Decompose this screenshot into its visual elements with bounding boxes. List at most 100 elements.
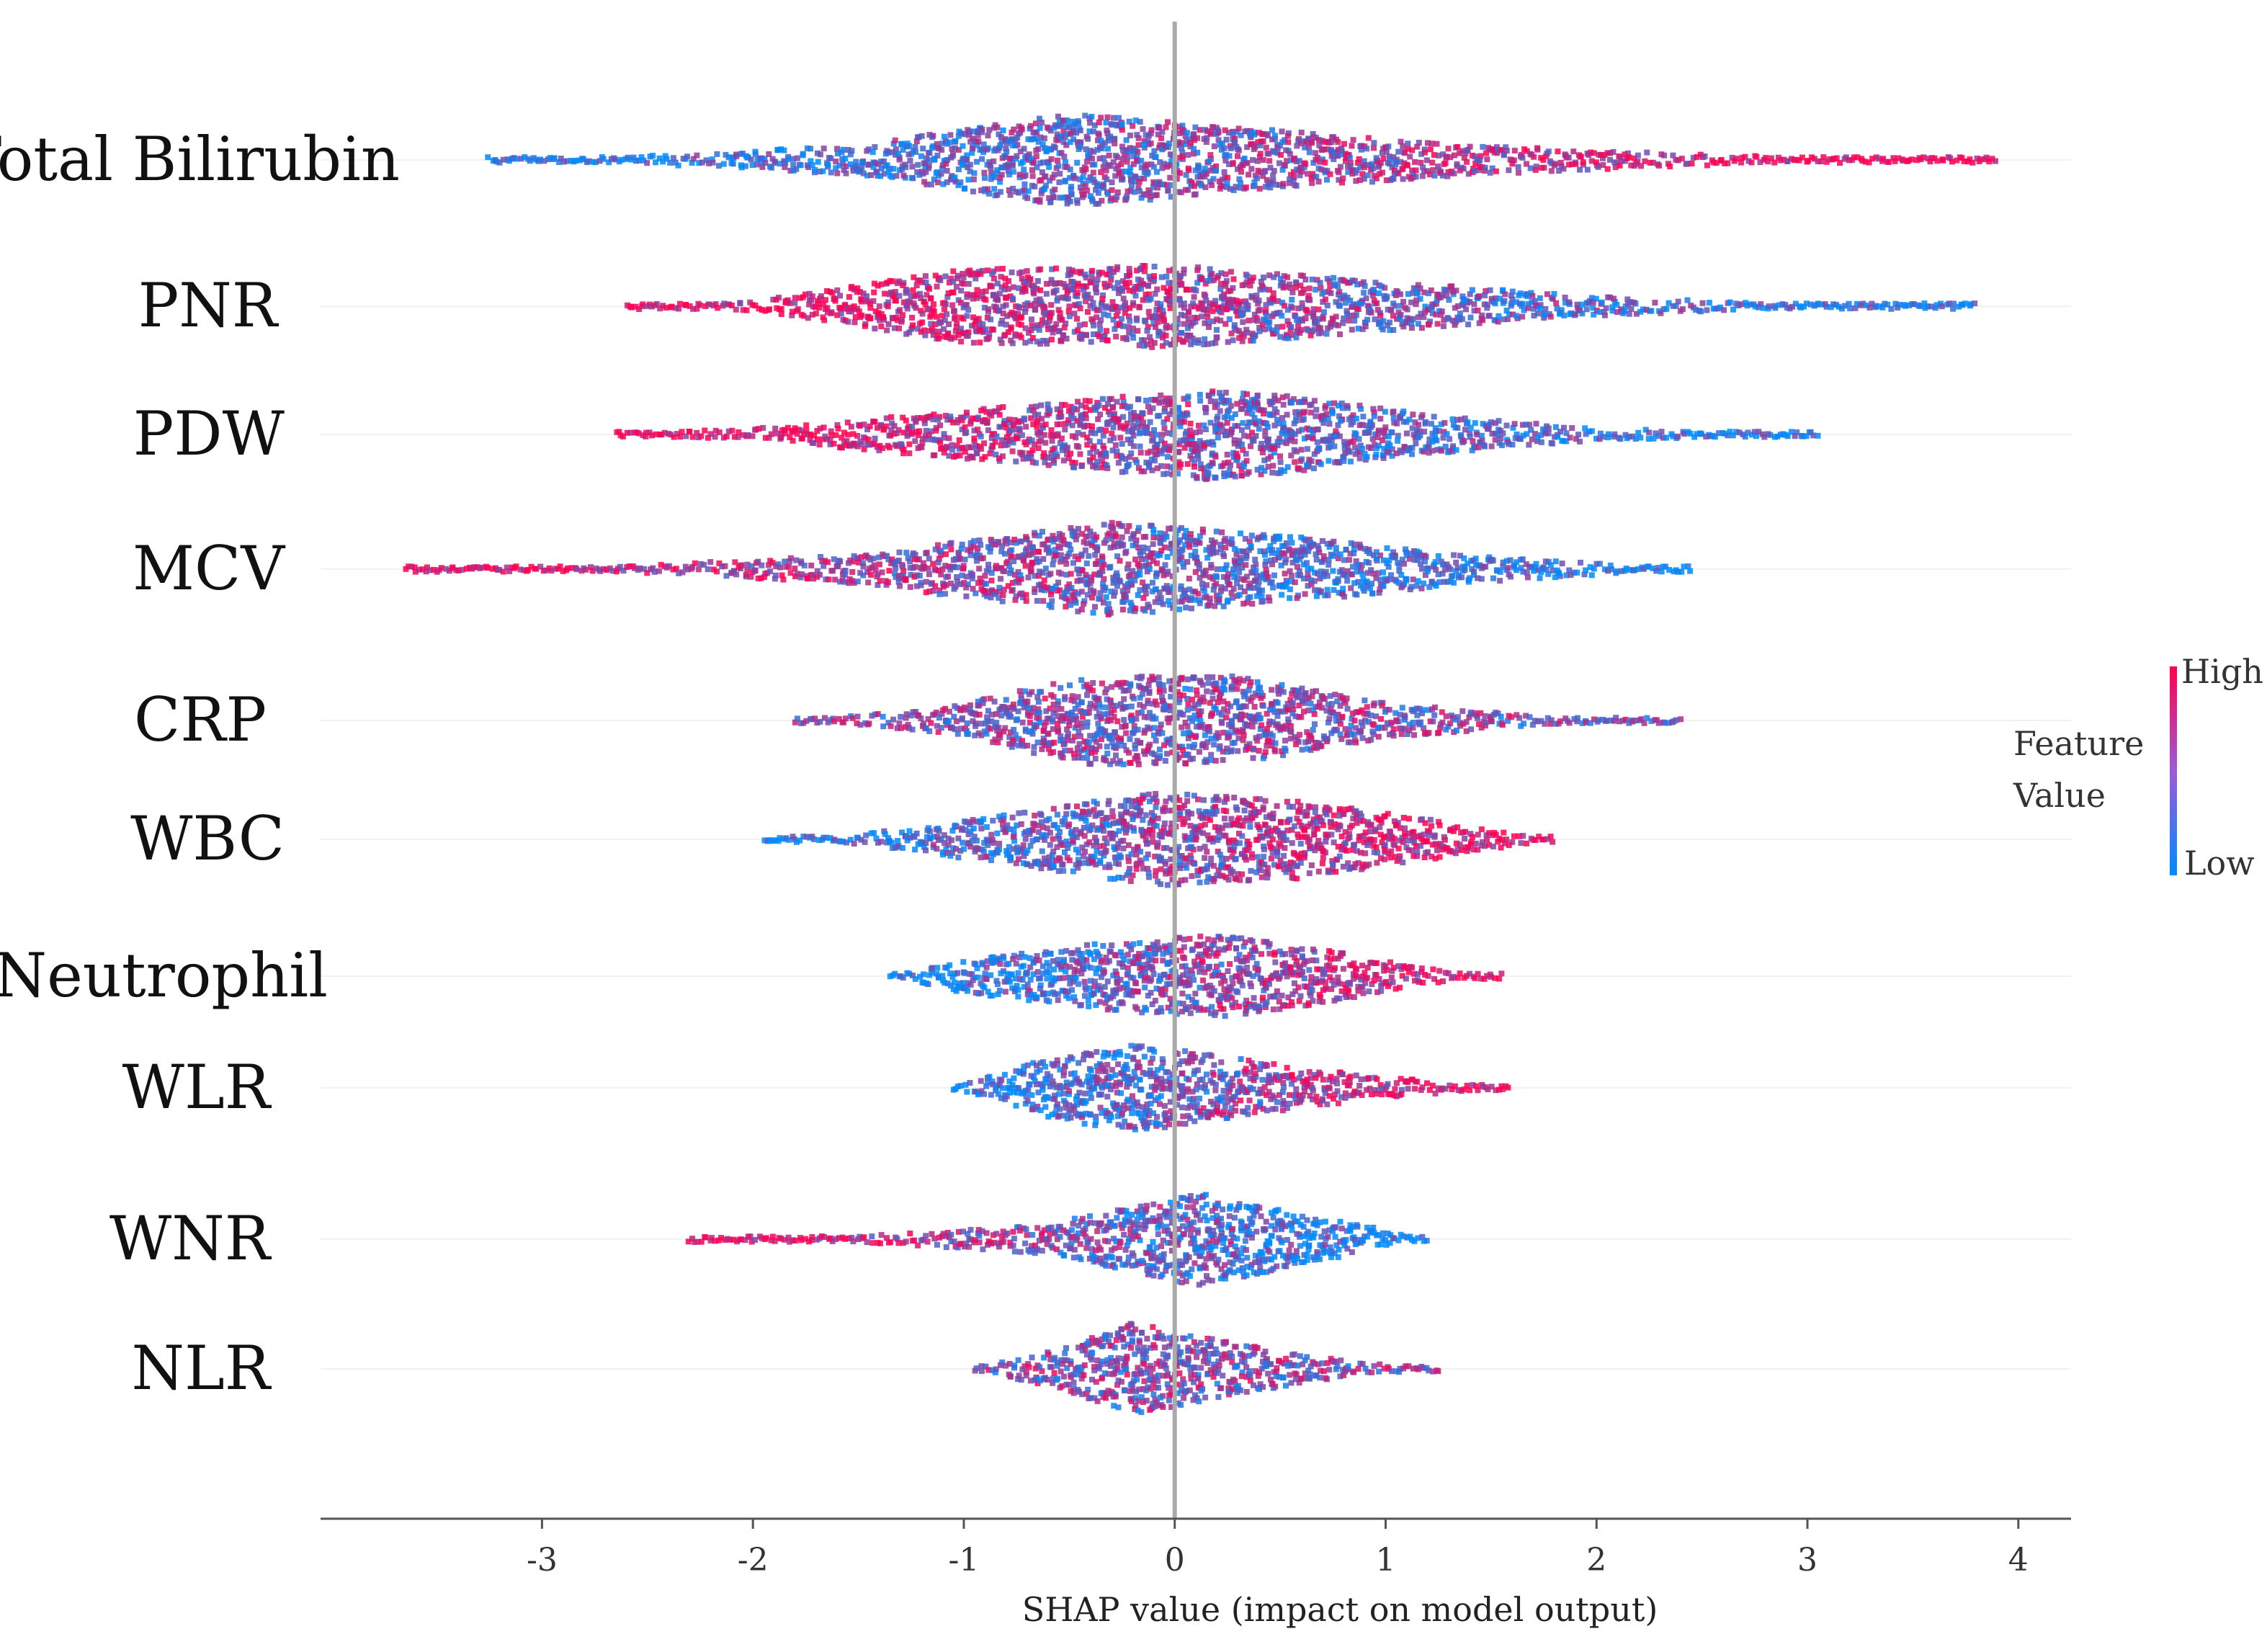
shap-point xyxy=(1028,303,1034,308)
shap-point xyxy=(1596,436,1603,442)
shap-point xyxy=(1742,434,1748,440)
shap-point xyxy=(1310,160,1317,166)
shap-point xyxy=(1191,441,1198,447)
beeswarm-points xyxy=(403,112,1998,1416)
shap-point xyxy=(1098,317,1104,323)
shap-point xyxy=(1371,287,1377,293)
shap-point xyxy=(1196,164,1202,171)
shap-point xyxy=(1181,396,1187,402)
shap-point xyxy=(1493,168,1499,174)
shap-point xyxy=(1277,143,1283,149)
shap-point xyxy=(1614,309,1620,316)
shap-point xyxy=(828,432,835,439)
shap-point xyxy=(1087,458,1094,465)
shap-point xyxy=(668,432,674,438)
shap-point xyxy=(957,300,964,306)
shap-point xyxy=(1218,270,1225,277)
shap-point xyxy=(1086,398,1093,404)
shap-point xyxy=(679,569,686,576)
shap-point xyxy=(1160,311,1166,318)
shap-point xyxy=(1141,468,1148,475)
shap-point xyxy=(900,447,907,453)
shap-point xyxy=(921,160,927,166)
shap-point xyxy=(1189,335,1196,341)
shap-point xyxy=(867,316,873,322)
shap-point xyxy=(1007,192,1014,198)
shap-point xyxy=(846,580,852,586)
shap-point xyxy=(1349,167,1356,174)
shap-point xyxy=(1418,159,1424,166)
shap-point xyxy=(1058,407,1064,414)
shap-point xyxy=(958,339,965,345)
shap-point xyxy=(1011,126,1017,133)
shap-point xyxy=(728,303,735,308)
shap-point xyxy=(854,432,861,439)
shap-point xyxy=(910,322,916,329)
shap-point xyxy=(1041,450,1047,457)
shap-point xyxy=(848,424,854,430)
shap-point xyxy=(1135,142,1142,148)
shap-point xyxy=(612,156,619,163)
shap-point xyxy=(1156,307,1163,313)
shap-point xyxy=(1409,167,1416,174)
shap-point xyxy=(969,150,975,156)
shap-point xyxy=(1123,147,1130,153)
shap-point xyxy=(987,450,993,457)
shap-point xyxy=(1425,445,1431,451)
shap-point xyxy=(841,429,847,436)
shap-point xyxy=(915,134,921,140)
shap-point xyxy=(979,156,985,162)
shap-point xyxy=(1085,151,1091,158)
shap-point xyxy=(1305,297,1312,303)
shap-point xyxy=(1075,398,1081,405)
shap-point xyxy=(824,309,831,316)
shap-point xyxy=(1099,464,1105,470)
shap-point xyxy=(1493,295,1499,301)
shap-point xyxy=(656,155,663,161)
shap-point xyxy=(1442,160,1449,166)
shap-point xyxy=(896,278,903,285)
shap-point xyxy=(1424,140,1431,146)
shap-point xyxy=(1105,146,1111,152)
shap-point xyxy=(1212,453,1219,460)
shap-point xyxy=(1534,146,1541,153)
shap-point xyxy=(864,293,870,300)
shap-point xyxy=(1928,303,1934,310)
shap-point xyxy=(1464,158,1470,165)
shap-point xyxy=(1338,148,1345,154)
shap-point xyxy=(1463,298,1470,304)
shap-point xyxy=(1409,425,1416,432)
shap-point xyxy=(1454,303,1461,309)
shap-point xyxy=(918,133,925,139)
shap-point xyxy=(1029,459,1036,465)
shap-point xyxy=(721,300,728,307)
shap-point xyxy=(1310,310,1316,316)
shap-point xyxy=(1744,303,1750,309)
shap-point xyxy=(1292,438,1298,445)
shap-point xyxy=(1293,418,1300,424)
shap-point xyxy=(889,149,895,156)
shap-point xyxy=(1166,267,1172,274)
shap-point xyxy=(854,555,861,561)
shap-point xyxy=(1335,283,1341,290)
shap-point xyxy=(1305,327,1312,334)
shap-point xyxy=(1217,421,1223,428)
shap-point xyxy=(1340,320,1346,326)
shap-point xyxy=(1934,158,1941,164)
shap-point xyxy=(1049,266,1055,272)
shap-point xyxy=(923,169,929,175)
shap-point xyxy=(1289,430,1295,436)
shap-point xyxy=(1274,409,1280,416)
shap-point xyxy=(1431,152,1437,158)
shap-point xyxy=(949,302,956,308)
shap-point xyxy=(1127,164,1134,171)
shap-point xyxy=(1194,315,1200,321)
shap-point xyxy=(1033,460,1039,466)
shap-point xyxy=(1336,402,1341,408)
shap-point xyxy=(1006,187,1012,193)
shap-point xyxy=(1277,334,1284,340)
shap-point xyxy=(1047,407,1053,414)
shap-point xyxy=(1869,300,1875,307)
shap-point xyxy=(1000,128,1006,133)
shap-point xyxy=(1177,423,1184,429)
